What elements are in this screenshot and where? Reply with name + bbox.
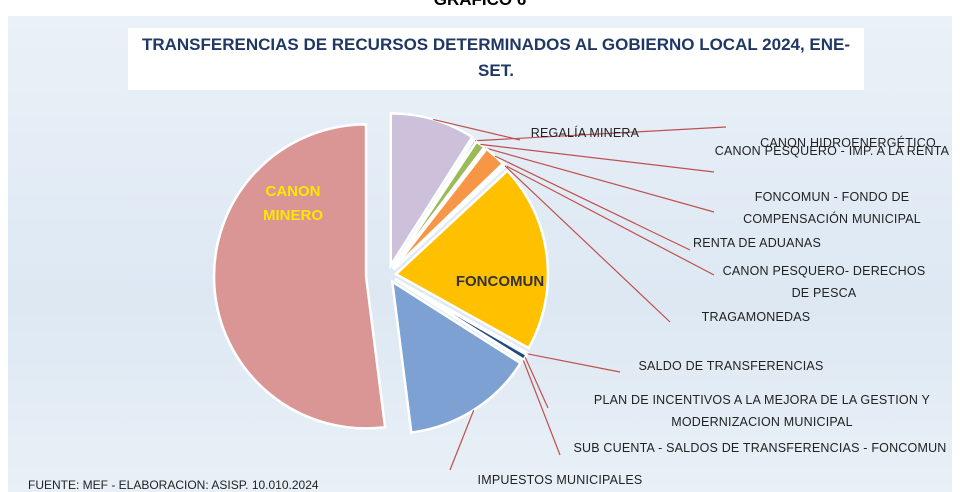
- slice-label: SALDO DE TRANSFERENCIAS: [638, 359, 824, 373]
- slice-label: SUB CUENTA - SALDOS DE TRANSFERENCIAS - …: [573, 441, 947, 455]
- slice-label: CANON PESQUERO- DERECHOS DE PESCA: [722, 264, 926, 300]
- leader-line: [504, 165, 671, 323]
- leader-line: [474, 126, 727, 142]
- leader-line: [433, 118, 521, 141]
- slice-label: FONCOMUN: [455, 273, 545, 290]
- slice-label: FONCOMUN - FONDO DE COMPENSACIÓN MUNICIP…: [743, 190, 921, 226]
- slice-label: REGALÍA MINERA: [530, 126, 640, 140]
- leader-line: [527, 353, 621, 373]
- slice-label: IMPUESTOS MUNICIPALES: [477, 473, 643, 487]
- pie-slice: [212, 123, 387, 430]
- pie-slice: [393, 168, 550, 350]
- chart-title: TRANSFERENCIAS DE RECURSOS DETERMINADOS …: [128, 28, 864, 90]
- pie-slice: [389, 112, 474, 270]
- leader-line: [480, 143, 715, 173]
- leader-line: [524, 357, 549, 409]
- slice-label: TRAGAMONEDAS: [701, 310, 811, 324]
- leader-line: [503, 164, 715, 276]
- leader-line: [449, 409, 475, 471]
- slice-label: PLAN DE INCENTIVOS A LA MEJORA DE LA GES…: [593, 393, 931, 429]
- figure-label: GRÁFICO 6: [0, 0, 960, 10]
- leader-line: [485, 147, 715, 213]
- pie-slice: [390, 279, 523, 434]
- leader-line: [522, 360, 561, 456]
- slice-label: CANON PESQUERO - IMP. A LA RENTA: [714, 144, 950, 158]
- source-note: FUENTE: MEF - ELABORACION: ASISP. 10.010…: [28, 478, 319, 492]
- slice-label: CANON MINERO: [263, 183, 323, 224]
- leader-line: [494, 155, 691, 251]
- slice-label: RENTA DE ADUANAS: [693, 236, 821, 250]
- slice-label: CANON HIDROENERGÉTICO: [760, 136, 936, 150]
